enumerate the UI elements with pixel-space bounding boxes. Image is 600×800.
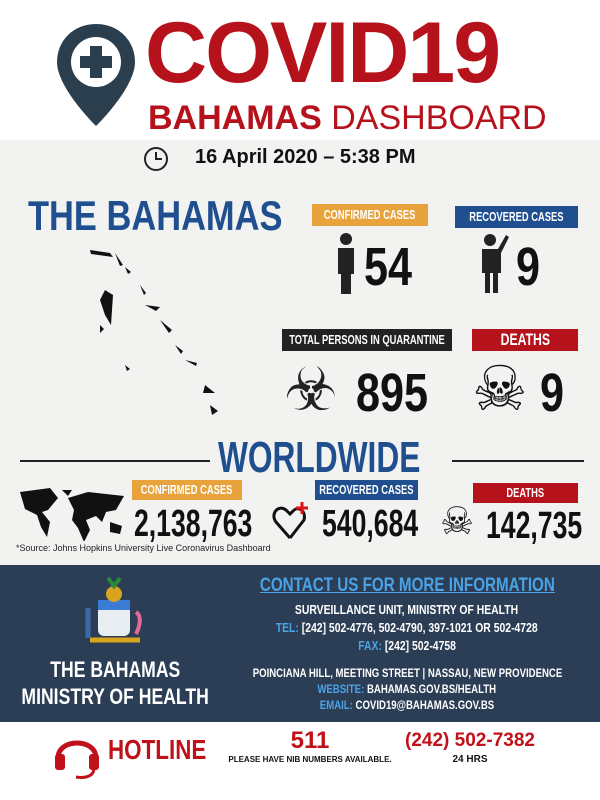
- contact-heading-row: CONTACT US FOR MORE INFORMATION: [232, 574, 582, 598]
- bahamas-confirmed-label: CONFIRMED CASES: [312, 204, 428, 226]
- coat-of-arms-emblem: [85, 576, 142, 643]
- person-icon: [338, 233, 354, 294]
- bahamas-map: [90, 250, 218, 415]
- divider-left: [20, 460, 210, 462]
- unit-row: SURVEILLANCE UNIT, MINISTRY OF HEALTH: [232, 602, 582, 618]
- hours-note: 24 HRS: [452, 754, 488, 765]
- bahamas-deaths-value: 9: [540, 363, 565, 423]
- unit-name: SURVEILLANCE UNIT, MINISTRY OF HEALTH: [295, 602, 519, 617]
- world-map-icon: [20, 488, 124, 541]
- website-link[interactable]: BAHAMAS.GOV.BS/HEALTH: [367, 682, 497, 696]
- org-line-1-row: THE BAHAMAS: [10, 656, 220, 683]
- contact-heading: CONTACT US FOR MORE INFORMATION: [259, 575, 555, 596]
- world-deaths-value: 142,735: [486, 505, 583, 547]
- heart-plus-icon: [272, 502, 308, 539]
- fax-number: [242] 502-4758: [384, 638, 456, 653]
- bahamas-confirmed-value: 54: [364, 237, 413, 297]
- org-line-1: THE BAHAMAS: [49, 657, 181, 682]
- world-deaths-label: DEATHS: [473, 483, 578, 503]
- website-label: WEBSITE:: [317, 682, 365, 696]
- tel-numbers[interactable]: [242] 502-4776, 502-4790, 397-1021 OR 50…: [302, 620, 538, 635]
- world-confirmed-label: CONFIRMED CASES: [132, 480, 242, 500]
- bahamas-heading: THE BAHAMAS: [28, 192, 283, 239]
- source-note: *Source: Johns Hopkins University Live C…: [16, 543, 271, 553]
- nib-note-row: PLEASE HAVE NIB NUMBERS AVAILABLE.: [215, 755, 405, 765]
- fax-label: FAX:: [358, 638, 382, 653]
- skull-crossbones-icon: ☠: [472, 355, 528, 424]
- clock-icon: [144, 147, 168, 171]
- bahamas-deaths-label-text: DEATHS: [500, 330, 550, 349]
- email-label: EMAIL:: [319, 698, 353, 712]
- org-line-2: MINISTRY OF HEALTH: [21, 684, 209, 709]
- quarantine-label: TOTAL PERSONS IN QUARANTINE: [282, 329, 452, 351]
- address-row: POINCIANA HILL, MEETING STREET | NASSAU,…: [232, 666, 582, 681]
- headset-icon: [55, 740, 99, 779]
- hotline-label: HOTLINE: [108, 734, 207, 765]
- skull-icon: ☠: [440, 501, 475, 543]
- quarantine-label-text: TOTAL PERSONS IN QUARANTINE: [289, 332, 445, 347]
- email-link[interactable]: COVID19@BAHAMAS.GOV.BS: [355, 698, 495, 712]
- divider-right: [452, 460, 584, 462]
- biohazard-icon: ☣: [284, 356, 338, 423]
- hotline-511[interactable]: 511: [290, 727, 330, 754]
- tel-line: TEL: [242] 502-4776, 502-4790, 397-1021 …: [232, 620, 582, 636]
- subtitle-bold: BAHAMAS: [148, 99, 322, 137]
- quarantine-value: 895: [356, 363, 429, 423]
- bahamas-recovered-value: 9: [516, 237, 541, 297]
- hotline-number-row: (242) 502-7382: [395, 730, 545, 752]
- worldwide-heading: WORLDWIDE: [218, 433, 421, 482]
- nib-note: PLEASE HAVE NIB NUMBERS AVAILABLE.: [228, 755, 392, 764]
- tel-label: TEL:: [276, 620, 300, 635]
- bahamas-recovered-label-text: RECOVERED CASES: [469, 209, 564, 224]
- org-line-2-row: MINISTRY OF HEALTH: [10, 683, 220, 710]
- address: POINCIANA HILL, MEETING STREET | NASSAU,…: [252, 666, 562, 680]
- recovered-person-icon: [482, 234, 509, 293]
- world-recovered-label-text: RECOVERED CASES: [319, 482, 414, 497]
- hotline-bar: [0, 722, 600, 800]
- bahamas-confirmed-label-text: CONFIRMED CASES: [324, 207, 416, 222]
- world-confirmed-value: 2,138,763: [134, 503, 253, 545]
- bahamas-recovered-label: RECOVERED CASES: [455, 206, 578, 228]
- hotline-511-row: 511: [225, 728, 395, 754]
- dashboard-title: COVID19: [145, 5, 501, 101]
- world-recovered-label: RECOVERED CASES: [315, 480, 418, 500]
- contact-footer: [0, 565, 600, 722]
- hotline-number[interactable]: (242) 502-7382: [405, 730, 535, 751]
- world-recovered-value: 540,684: [322, 503, 419, 545]
- bahamas-deaths-label: DEATHS: [472, 329, 578, 351]
- dashboard-subtitle: BAHAMAS DASHBOARD: [148, 100, 547, 136]
- world-confirmed-label-text: CONFIRMED CASES: [141, 482, 233, 497]
- location-pin-medical-icon: [57, 24, 135, 126]
- hours-note-row: 24 HRS: [395, 754, 545, 766]
- update-timestamp: 16 April 2020 – 5:38 PM: [195, 146, 416, 168]
- email-line: EMAIL: COVID19@BAHAMAS.GOV.BS: [232, 698, 582, 713]
- subtitle-light: DASHBOARD: [331, 99, 547, 137]
- fax-line: FAX: [242] 502-4758: [232, 638, 582, 654]
- website-line: WEBSITE: BAHAMAS.GOV.BS/HEALTH: [232, 682, 582, 697]
- world-deaths-label-text: DEATHS: [506, 485, 545, 500]
